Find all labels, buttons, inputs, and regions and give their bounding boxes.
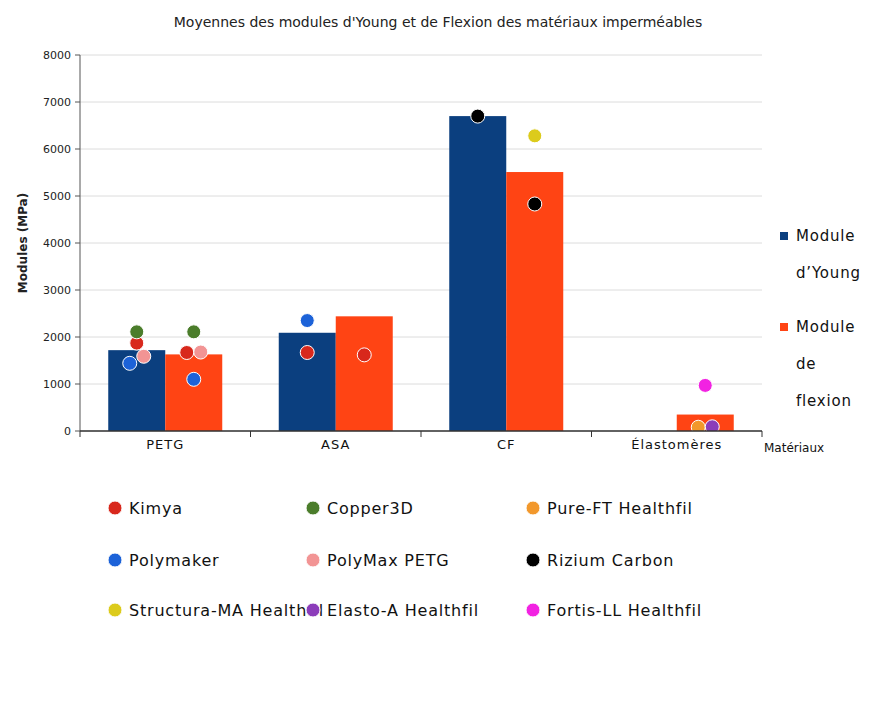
legend-swatch [780,232,788,240]
grid-line [80,290,762,291]
tick-label: 1000 [43,378,71,391]
bar [279,333,336,431]
legend-label: Pure-FT Healthfil [547,499,693,518]
tick-label: 3000 [43,284,71,297]
legend-dot [526,553,540,567]
point [123,356,137,370]
legend-dot [108,553,122,567]
tick-label: 2000 [43,331,71,344]
legend-label: PolyMax PETG [327,551,449,570]
legend-label: Fortis-LL Healthfil [547,601,702,620]
point [698,378,712,392]
legend-dot [526,501,540,515]
tick-label: 8000 [43,49,71,62]
axis-label: Modules (MPa) [16,193,30,293]
title: Moyennes des modules d'Young et de Flexi… [174,14,703,30]
tick-label: 6000 [43,143,71,156]
point [130,325,144,339]
tick-label: 0 [64,425,71,438]
legend-label: Moduled’Young [796,227,861,282]
legend-dot [306,603,320,617]
point [180,346,194,360]
grid-line [80,196,762,197]
x-tick [80,431,81,437]
tick-label: 7000 [43,96,71,109]
point [300,346,314,360]
grid-line [80,243,762,244]
legend-label: Polymaker [129,551,220,570]
grid-line [80,55,762,56]
bar [336,316,393,431]
tick-label: 5000 [43,190,71,203]
category-label: ASA [321,437,350,452]
point [187,325,201,339]
marks [108,109,734,431]
tick-mark [75,290,80,291]
tick-mark [75,196,80,197]
legend-label: Kimya [129,499,183,518]
legend-dot [108,501,122,515]
category-label: Élastomères [631,437,722,452]
grid-line [80,102,762,103]
grid-line [80,149,762,150]
legend-swatch [780,323,788,331]
tick-mark [75,431,80,432]
bar [108,350,165,431]
point [194,345,208,359]
legend-label: Moduledeflexion [796,318,855,410]
bar [165,354,222,431]
point [705,420,719,431]
legend-dot [306,553,320,567]
x-tick [591,431,592,437]
grid-line [80,337,762,338]
legend-dot [108,603,122,617]
point [137,349,151,363]
point [528,129,542,143]
axis-label: Matériaux [764,441,824,455]
point [187,372,201,386]
x-tick [421,431,422,437]
tick-mark [75,337,80,338]
x-tick [250,431,251,437]
legend-label: Elasto-A Healthfil [327,601,479,620]
legend-label: Rizium Carbon [547,551,674,570]
tick-mark [75,55,80,56]
point [357,348,371,362]
tick-mark [75,102,80,103]
chart: Moyennes des modules d'Young et de Flexi… [0,0,881,706]
point [471,109,485,123]
tick-mark [75,149,80,150]
legend-label: Structura-MA Healthfil [129,601,324,620]
point [300,314,314,328]
legend-dot [306,501,320,515]
bar [506,172,563,431]
point [528,197,542,211]
category-label: PETG [146,437,184,452]
legend-dot [526,603,540,617]
x-tick [762,431,763,437]
grid [75,55,762,431]
bar [449,116,506,431]
tick-label: 4000 [43,237,71,250]
point [691,420,705,431]
y-axis [80,55,81,431]
category-label: CF [497,437,516,452]
tick-mark [75,243,80,244]
tick-mark [75,384,80,385]
legend-label: Copper3D [327,499,414,518]
